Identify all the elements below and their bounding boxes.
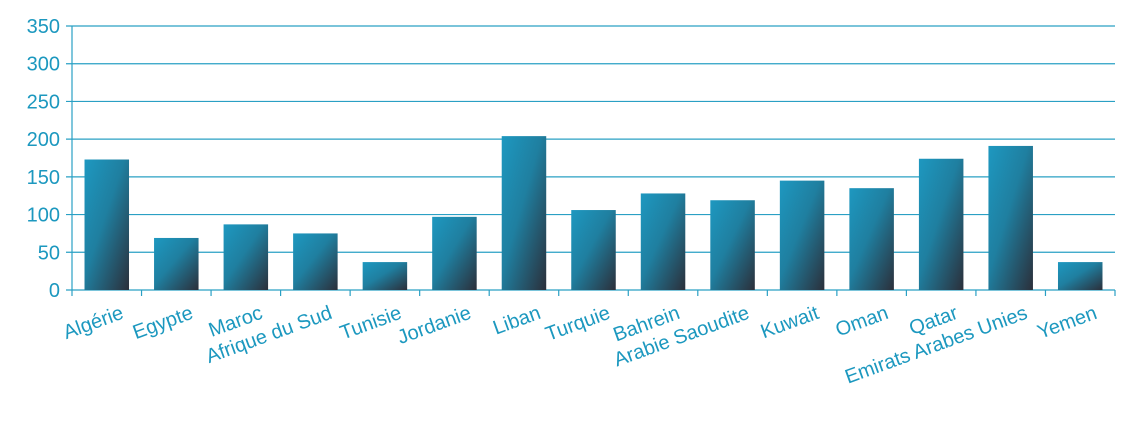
bar-alg-rie bbox=[84, 159, 130, 290]
y-tick-label: 50 bbox=[38, 242, 60, 264]
bar-jordanie bbox=[432, 216, 477, 290]
y-tick-label: 100 bbox=[27, 205, 60, 227]
y-tick-label: 0 bbox=[49, 280, 60, 302]
bar-afrique-du-sud bbox=[293, 233, 338, 290]
y-tick-label: 200 bbox=[27, 129, 60, 151]
bar-bahrein bbox=[640, 193, 686, 290]
bar-arabie-saoudite bbox=[710, 200, 755, 290]
x-tick-label: Liban bbox=[490, 302, 544, 339]
x-axis bbox=[71, 26, 1116, 296]
x-tick-label: Algérie bbox=[60, 302, 126, 344]
bar-emirats-arabes-unies bbox=[988, 145, 1033, 290]
x-tick-label: Oman bbox=[833, 302, 892, 341]
y-tick-label: 250 bbox=[27, 91, 60, 113]
y-tick-label: 150 bbox=[27, 167, 60, 189]
bar-kuwait bbox=[779, 180, 825, 290]
x-tick-label: Kuwait bbox=[758, 302, 822, 343]
bars bbox=[84, 136, 1103, 290]
x-tick-label: Tunisie bbox=[337, 302, 404, 344]
bar-egypte bbox=[154, 237, 199, 290]
y-tick-label: 300 bbox=[27, 54, 60, 76]
x-tick-label: Turquie bbox=[543, 302, 614, 346]
y-axis-ticks: 0 50 100 150 200 250 300 350 bbox=[27, 16, 60, 302]
bar-maroc bbox=[223, 224, 269, 290]
bar-liban bbox=[501, 136, 547, 290]
y-tick-label: 350 bbox=[27, 16, 60, 38]
x-tick-label: Egypte bbox=[130, 302, 196, 344]
bar-tunisie bbox=[362, 262, 408, 290]
x-tick-label: Jordanie bbox=[395, 302, 475, 349]
bar-turquie bbox=[571, 210, 616, 290]
x-tick-label: Yemen bbox=[1035, 302, 1100, 344]
bar-yemen bbox=[1057, 262, 1103, 290]
bar-oman bbox=[849, 188, 894, 290]
bar-qatar bbox=[918, 158, 964, 290]
